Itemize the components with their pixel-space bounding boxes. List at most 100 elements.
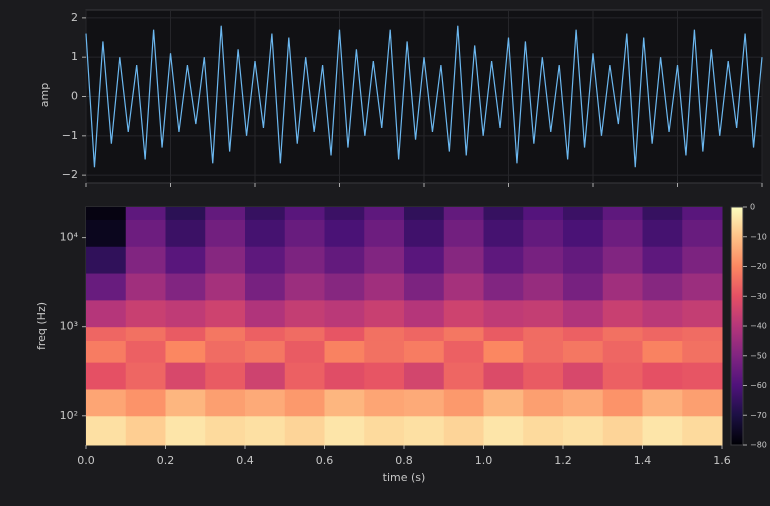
heatmap-cell bbox=[324, 246, 365, 274]
heatmap-cell bbox=[284, 273, 325, 301]
heatmap-cell bbox=[205, 299, 246, 328]
heatmap-cell bbox=[245, 246, 286, 274]
colorbar-tick-label: −50 bbox=[750, 351, 767, 360]
heatmap-cell bbox=[404, 340, 445, 363]
heatmap-cell bbox=[245, 340, 286, 363]
heatmap-cell bbox=[364, 388, 405, 417]
heatmap-cell bbox=[165, 246, 206, 274]
heatmap-cell bbox=[602, 246, 643, 274]
heatmap-cell bbox=[86, 362, 127, 390]
heatmap-cell bbox=[523, 273, 564, 301]
heatmap-cell bbox=[125, 299, 166, 328]
heatmap-cell bbox=[165, 340, 206, 363]
colorbar-tick-label: −80 bbox=[750, 441, 767, 450]
heatmap-cell bbox=[642, 246, 683, 274]
colorbar-tick-label: −20 bbox=[750, 262, 767, 271]
colorbar bbox=[730, 206, 744, 446]
heatmap-cell bbox=[404, 207, 445, 220]
heatmap-cell bbox=[682, 326, 723, 341]
heatmap-cell bbox=[443, 299, 484, 328]
heatmap-cell bbox=[602, 219, 643, 247]
waveform bbox=[85, 25, 763, 168]
heatmap-cell bbox=[602, 340, 643, 363]
heatmap-cell bbox=[205, 326, 246, 341]
y-tick-label: 10² bbox=[60, 409, 78, 422]
heatmap-cell bbox=[682, 415, 723, 446]
heatmap-cell bbox=[165, 273, 206, 301]
y-tick-label: 10³ bbox=[60, 320, 78, 333]
heatmap-cell bbox=[404, 415, 445, 446]
heatmap-cell bbox=[443, 246, 484, 274]
heatmap-cell bbox=[563, 219, 604, 247]
heatmap-cell bbox=[165, 388, 206, 417]
x-tick-label: 1.2 bbox=[554, 454, 572, 467]
heatmap-cell bbox=[602, 326, 643, 341]
heatmap-cell bbox=[284, 207, 325, 220]
heatmap-cell bbox=[602, 207, 643, 220]
heatmap-cell bbox=[125, 273, 166, 301]
y-tick-label: 1 bbox=[71, 50, 78, 63]
heatmap-cell bbox=[563, 246, 604, 274]
heatmap-cell bbox=[125, 326, 166, 341]
heatmap-cell bbox=[125, 219, 166, 247]
heatmap-cell bbox=[523, 299, 564, 328]
heatmap-cell bbox=[245, 207, 286, 220]
heatmap-cell bbox=[483, 415, 524, 446]
heatmap-cell bbox=[602, 273, 643, 301]
heatmap-cell bbox=[563, 415, 604, 446]
heatmap-cell bbox=[364, 340, 405, 363]
heatmap-cell bbox=[165, 219, 206, 247]
heatmap-cell bbox=[364, 273, 405, 301]
colorbar-tick-label: −60 bbox=[750, 381, 767, 390]
colorbar-tick-label: −40 bbox=[750, 322, 767, 331]
heatmap-cell bbox=[324, 299, 365, 328]
heatmap-cell bbox=[324, 362, 365, 390]
heatmap-cell bbox=[245, 219, 286, 247]
heatmap-cell bbox=[523, 246, 564, 274]
heatmap-cell bbox=[165, 299, 206, 328]
heatmap-cell bbox=[284, 415, 325, 446]
x-tick-label: 1.0 bbox=[475, 454, 493, 467]
heatmap-cell bbox=[86, 388, 127, 417]
y-tick-label: 0 bbox=[71, 90, 78, 103]
heatmap-cell bbox=[563, 299, 604, 328]
heatmap-cell bbox=[483, 362, 524, 390]
heatmap-cell bbox=[404, 326, 445, 341]
heatmap-cell bbox=[284, 299, 325, 328]
heatmap-cell bbox=[642, 299, 683, 328]
heatmap-cell bbox=[642, 273, 683, 301]
heatmap-cell bbox=[404, 299, 445, 328]
x-tick-label: 0.2 bbox=[157, 454, 175, 467]
heatmap-cell bbox=[483, 340, 524, 363]
heatmap-cell bbox=[642, 219, 683, 247]
heatmap-cell bbox=[682, 246, 723, 274]
heatmap-cell bbox=[523, 388, 564, 417]
heatmap-cell bbox=[523, 219, 564, 247]
heatmap-cell bbox=[125, 207, 166, 220]
heatmap-cell bbox=[483, 273, 524, 301]
heatmap-cell bbox=[523, 415, 564, 446]
heatmap-cell bbox=[682, 340, 723, 363]
x-axis-label: time (s) bbox=[383, 471, 426, 484]
heatmap-cell bbox=[563, 388, 604, 417]
colorbar-tick-label: 0 bbox=[750, 203, 755, 212]
heatmap-cell bbox=[364, 362, 405, 390]
heatmap-cell bbox=[86, 246, 127, 274]
heatmap-cell bbox=[364, 415, 405, 446]
heatmap-cell bbox=[682, 388, 723, 417]
heatmap-cell bbox=[245, 299, 286, 328]
heatmap-cell bbox=[404, 246, 445, 274]
heatmap-cell bbox=[483, 207, 524, 220]
heatmap-cell bbox=[245, 415, 286, 446]
y-tick-label: 2 bbox=[71, 11, 78, 24]
heatmap-cell bbox=[205, 246, 246, 274]
heatmap-cell bbox=[205, 362, 246, 390]
heatmap-cell bbox=[205, 340, 246, 363]
heatmap-cell bbox=[205, 415, 246, 446]
x-tick-label: 0.0 bbox=[77, 454, 95, 467]
heatmap-cell bbox=[245, 273, 286, 301]
heatmap-cell bbox=[642, 388, 683, 417]
heatmap-cell bbox=[125, 362, 166, 390]
heatmap-cell bbox=[602, 415, 643, 446]
